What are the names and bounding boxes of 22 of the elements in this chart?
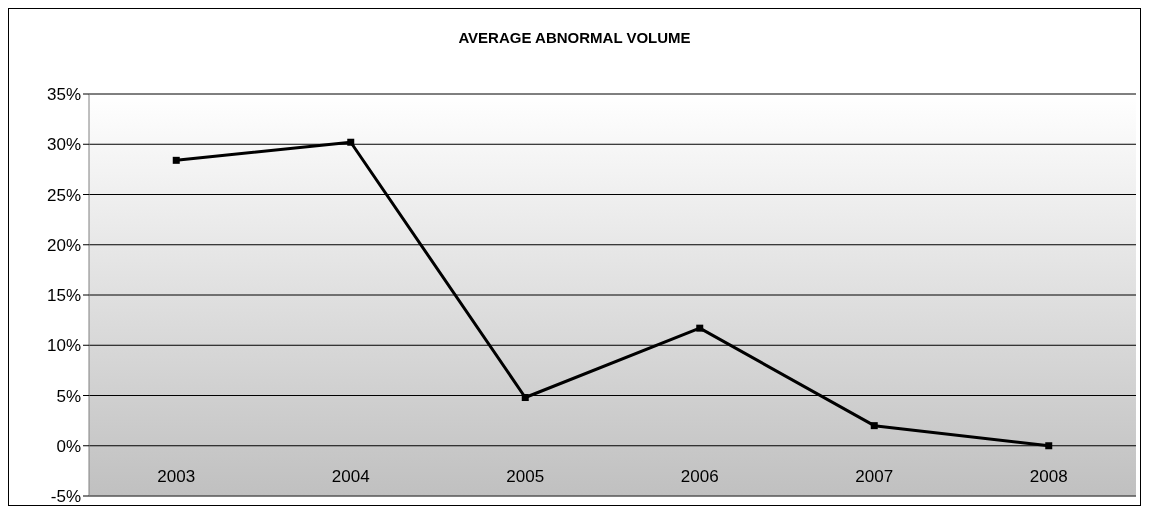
- point: [1045, 442, 1053, 450]
- y-tick-label: -5%: [50, 487, 81, 507]
- x-tick-label: 2008: [1029, 467, 1068, 487]
- point: [696, 324, 704, 332]
- y-tick-label: 35%: [46, 85, 81, 105]
- y-tick-label: 30%: [46, 135, 81, 155]
- y-tick-label: 20%: [46, 235, 81, 255]
- y-tick-label: 5%: [56, 386, 81, 406]
- chart-title: AVERAGE ABNORMAL VOLUME: [457, 29, 692, 46]
- y-tick-label: 0%: [56, 436, 81, 456]
- point: [347, 138, 355, 146]
- y-tick-label: 10%: [46, 336, 81, 356]
- point: [521, 394, 529, 402]
- x-tick-label: 2007: [855, 467, 894, 487]
- y-tick-label: 15%: [46, 286, 81, 306]
- y-tick-label: 25%: [46, 185, 81, 205]
- point: [172, 156, 180, 164]
- x-tick-label: 2004: [331, 467, 370, 487]
- point: [870, 422, 878, 430]
- x-tick-label: 2006: [680, 467, 719, 487]
- x-tick-label: 2005: [506, 467, 545, 487]
- x-tick-label: 2003: [157, 467, 196, 487]
